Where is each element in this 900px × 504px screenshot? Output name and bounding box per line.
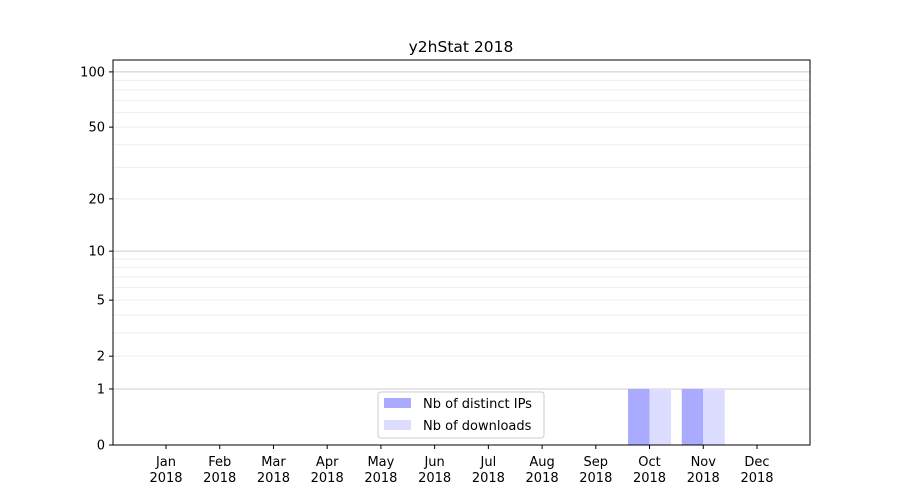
legend-label-ips: Nb of distinct IPs [423,397,532,412]
legend: Nb of distinct IPs Nb of downloads [377,391,545,439]
x-tick-label: 2018 [633,471,666,486]
y-tick-label: 100 [80,65,105,80]
x-tick-label: Jul [480,455,497,470]
bar-distinct-ips [628,388,650,445]
x-tick-label: 2018 [364,471,397,486]
y-tick-label: 5 [97,294,105,309]
x-tick-label: 2018 [740,471,773,486]
bar-downloads [649,388,672,445]
y-tick-label: 50 [88,121,105,136]
y-tick-label: 2 [97,350,105,365]
x-tick-label: Oct [638,455,660,470]
plot-frame [112,59,811,446]
legend-swatch-ips [384,398,411,408]
x-tick-label: 2018 [526,471,559,486]
bar-downloads [703,388,725,445]
y-tick-label: 10 [88,245,105,260]
x-tick-label: 2018 [418,471,451,486]
x-tick-label: May [367,455,394,470]
x-tick-label: Aug [529,455,554,470]
x-axis: Jan2018Feb2018Mar2018Apr2018May2018Jun20… [149,445,774,486]
bars [628,388,725,445]
x-tick-label: Mar [261,455,286,470]
y-tick-label: 0 [97,439,105,454]
x-tick-label: Jan [155,455,176,470]
legend-swatch-downloads [384,420,411,430]
grid-lines [113,71,810,390]
x-tick-label: Jun [423,455,444,470]
x-tick-label: Sep [584,455,609,470]
x-tick-label: Apr [316,455,339,470]
x-tick-label: 2018 [311,471,344,486]
x-tick-label: Nov [691,455,717,470]
legend-box [377,391,545,439]
bar-distinct-ips [681,388,704,445]
x-tick-label: 2018 [203,471,236,486]
y-axis: 0 1 2 5 10 20 50 100 [80,65,113,454]
y-tick-label: 1 [97,382,105,397]
x-tick-label: 2018 [149,471,182,486]
y-tick-label: 20 [88,192,105,207]
x-tick-label: 2018 [579,471,612,486]
x-tick-label: 2018 [257,471,290,486]
x-tick-label: Dec [744,455,769,470]
legend-label-downloads: Nb of downloads [423,419,532,434]
x-tick-label: 2018 [472,471,505,486]
chart-title: y2hStat 2018 [409,38,514,56]
x-tick-label: Feb [208,455,231,470]
x-tick-label: 2018 [687,471,720,486]
